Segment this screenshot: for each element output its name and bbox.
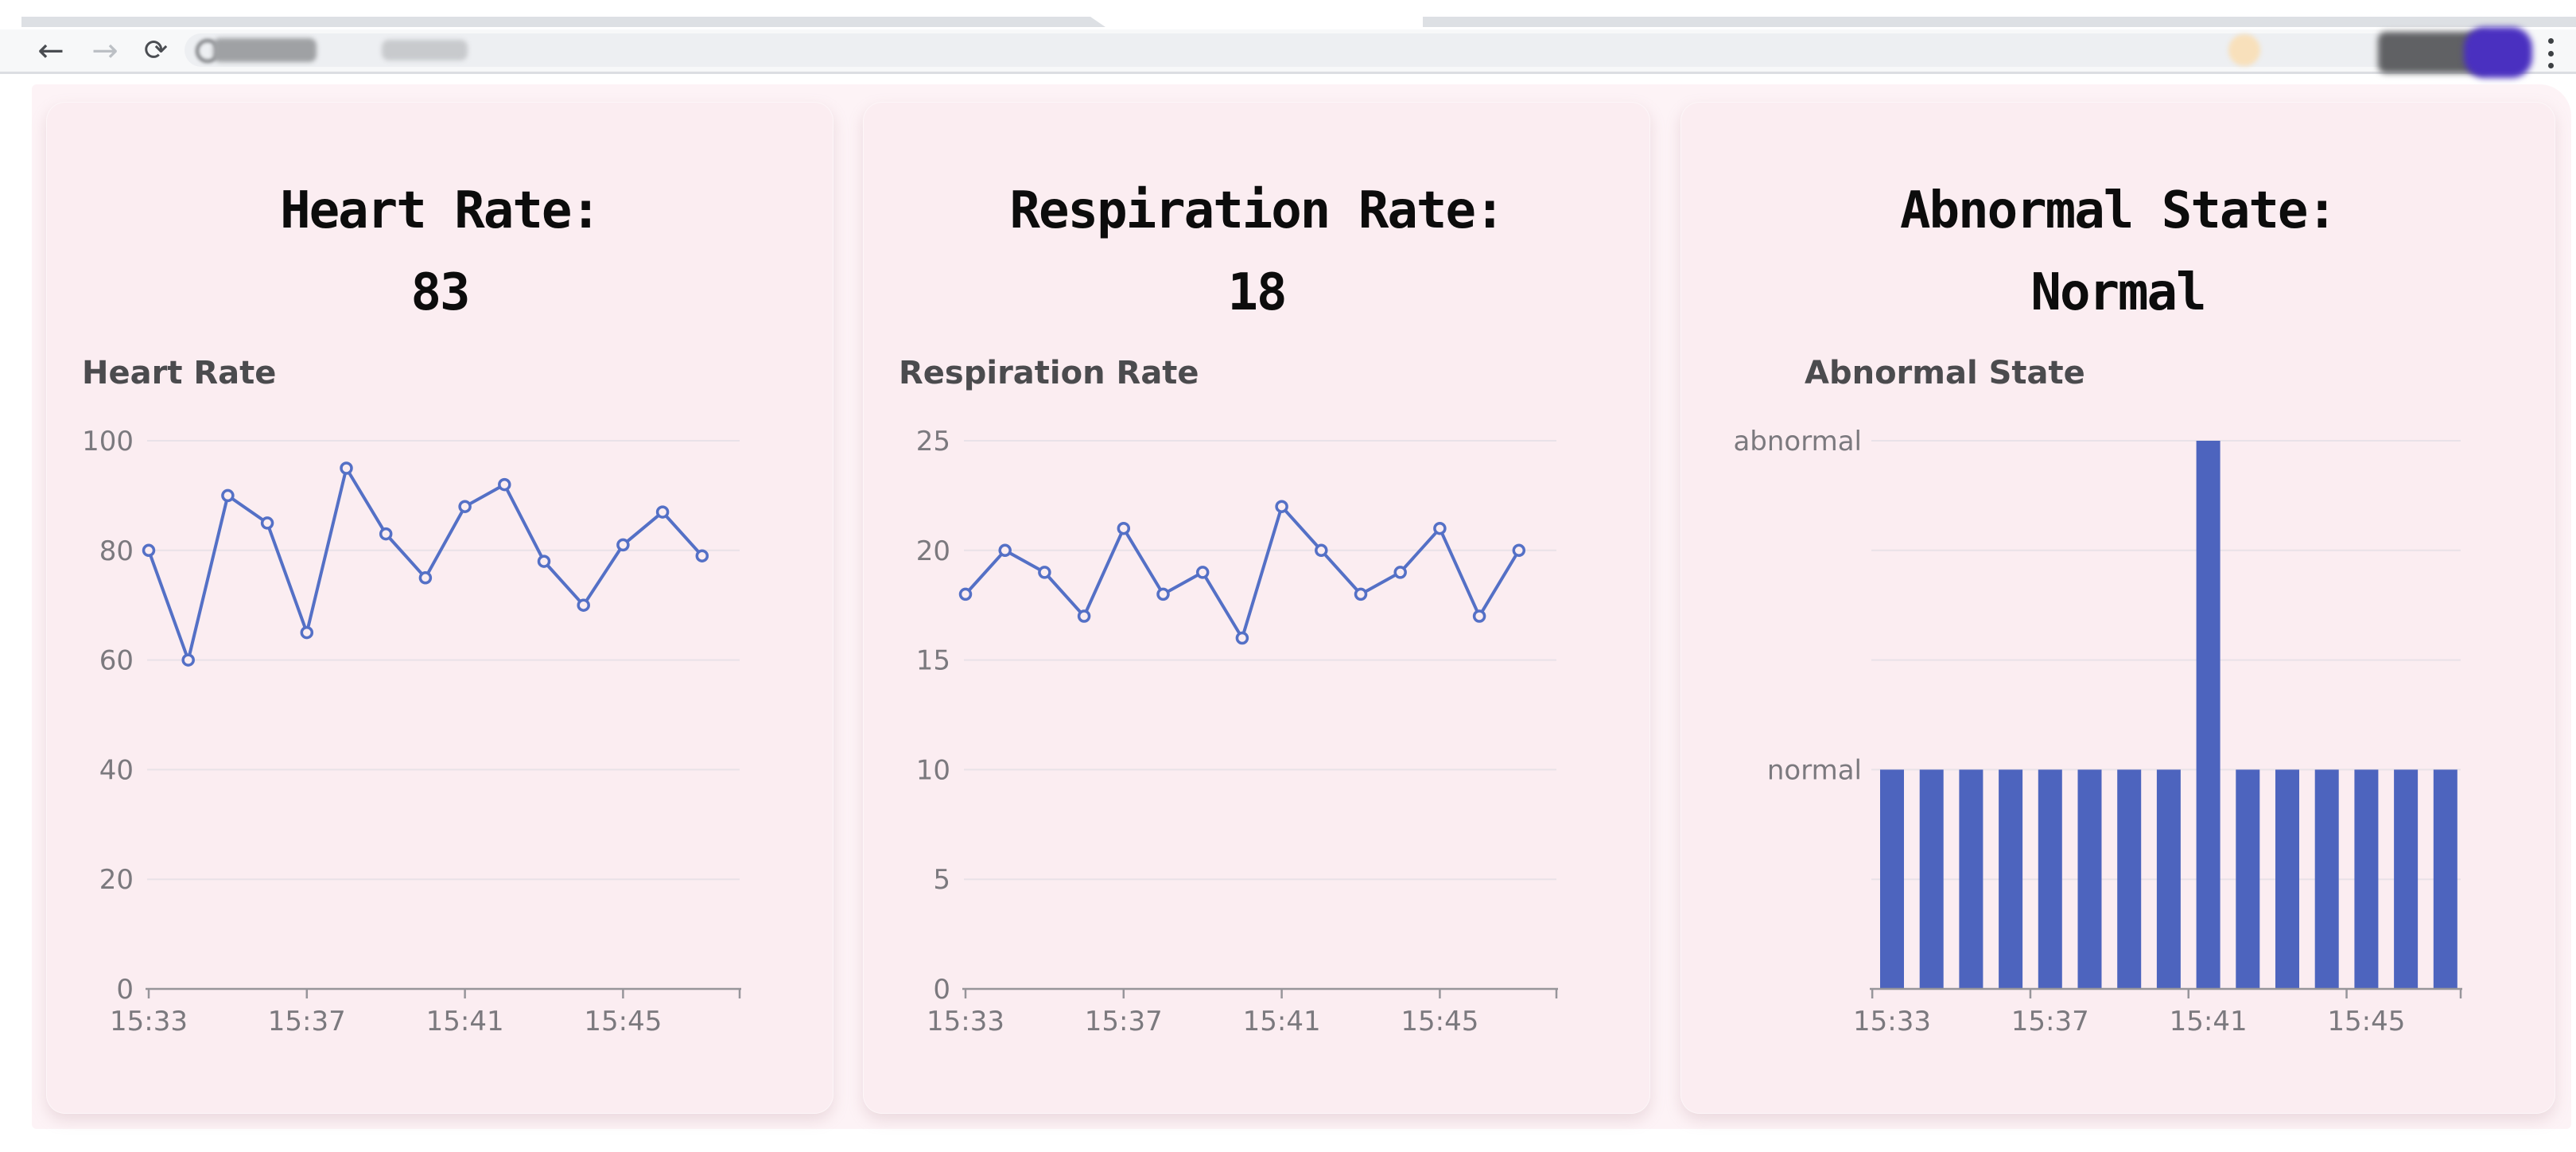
svg-text:15:33: 15:33 — [927, 1006, 1004, 1037]
svg-text:20: 20 — [99, 864, 134, 896]
chart-title: Heart Rate — [82, 355, 277, 391]
svg-text:100: 100 — [82, 426, 134, 457]
chart-canvas: 25 20 15 10 5 015:33 15:37 15:41 15:45 — [916, 426, 1558, 1037]
svg-text:0: 0 — [933, 974, 950, 1006]
y-axis-labels: abnormal normal — [1733, 426, 1862, 786]
y-axis-labels: 100 80 60 40 20 0 — [82, 426, 134, 1006]
x-axis — [1870, 987, 2462, 998]
chart-canvas: 100 80 60 40 20 015:33 15:37 15:41 15:45 — [82, 426, 741, 1037]
reload-icon: ⟳ — [143, 34, 169, 67]
x-axis — [146, 987, 741, 998]
redacted-url-text-2 — [382, 40, 468, 60]
forward-button[interactable]: → — [83, 29, 127, 72]
forward-arrow-icon: → — [91, 32, 119, 69]
redacted-url-text — [213, 38, 317, 62]
x-axis-labels: 15:33 15:37 15:41 15:45 — [927, 1006, 1478, 1037]
svg-text:10: 10 — [916, 754, 950, 786]
svg-text:80: 80 — [99, 535, 134, 567]
svg-text:15:33: 15:33 — [1853, 1006, 1931, 1037]
chart-title: Respiration Rate — [899, 355, 1199, 391]
svg-text:15:37: 15:37 — [268, 1006, 346, 1037]
gridlines — [964, 440, 1556, 881]
vital-card: Abnormal State: Normal Abnormal State ab… — [1680, 102, 2555, 1114]
svg-text:60: 60 — [99, 645, 134, 677]
back-arrow-icon: ← — [37, 32, 64, 69]
svg-text:abnormal: abnormal — [1733, 426, 1862, 457]
gridlines — [147, 440, 740, 881]
svg-text:normal: normal — [1767, 754, 1862, 786]
svg-text:15:37: 15:37 — [1085, 1006, 1163, 1037]
svg-text:5: 5 — [933, 864, 950, 896]
avatar[interactable] — [2464, 27, 2532, 78]
active-tab[interactable] — [1090, 17, 1423, 27]
svg-text:15: 15 — [916, 645, 950, 677]
extension-icon[interactable] — [2228, 34, 2260, 66]
data-point-markers — [958, 500, 1526, 645]
x-axis-labels: 15:33 15:37 15:41 15:45 — [110, 1006, 662, 1037]
chart-title: Abnormal State — [1805, 355, 2085, 391]
data-point-markers — [142, 461, 709, 667]
svg-text:15:45: 15:45 — [2327, 1006, 2405, 1037]
svg-text:15:41: 15:41 — [426, 1006, 504, 1037]
svg-text:15:45: 15:45 — [584, 1006, 662, 1037]
svg-text:20: 20 — [916, 535, 950, 567]
y-axis-labels: 25 20 15 10 5 0 — [916, 426, 950, 1006]
x-axis-labels: 15:33 15:37 15:41 15:45 — [1853, 1006, 2405, 1037]
svg-text:15:41: 15:41 — [1243, 1006, 1321, 1037]
browser-menu-icon[interactable] — [2545, 38, 2556, 68]
svg-text:15:41: 15:41 — [2170, 1006, 2248, 1037]
back-button[interactable]: ← — [29, 29, 73, 72]
card-headline: Respiration Rate: 18 — [1009, 181, 1505, 322]
svg-text:0: 0 — [116, 974, 134, 1006]
x-axis — [962, 987, 1558, 998]
toolbar-divider — [0, 72, 2576, 74]
chart-canvas: abnormal normal 15:33 15:37 15:41 15:45 — [1733, 426, 2462, 1037]
vital-card: Respiration Rate: 18 Respiration Rate 25… — [863, 102, 1650, 1114]
svg-text:15:45: 15:45 — [1401, 1006, 1478, 1037]
reload-button[interactable]: ⟳ — [134, 29, 178, 72]
card-headline: Heart Rate: 83 — [280, 181, 601, 322]
address-bar[interactable] — [185, 33, 2418, 67]
card-headline: Abnormal State: Normal — [1900, 181, 2337, 322]
bar-series — [1880, 441, 2457, 989]
svg-text:40: 40 — [99, 754, 134, 786]
svg-text:15:37: 15:37 — [2011, 1006, 2089, 1037]
svg-text:25: 25 — [916, 426, 950, 457]
vital-card: Heart Rate: 83 Heart Rate 100 80 60 40 20 0 15… — [46, 102, 833, 1114]
svg-text:15:33: 15:33 — [110, 1006, 188, 1037]
